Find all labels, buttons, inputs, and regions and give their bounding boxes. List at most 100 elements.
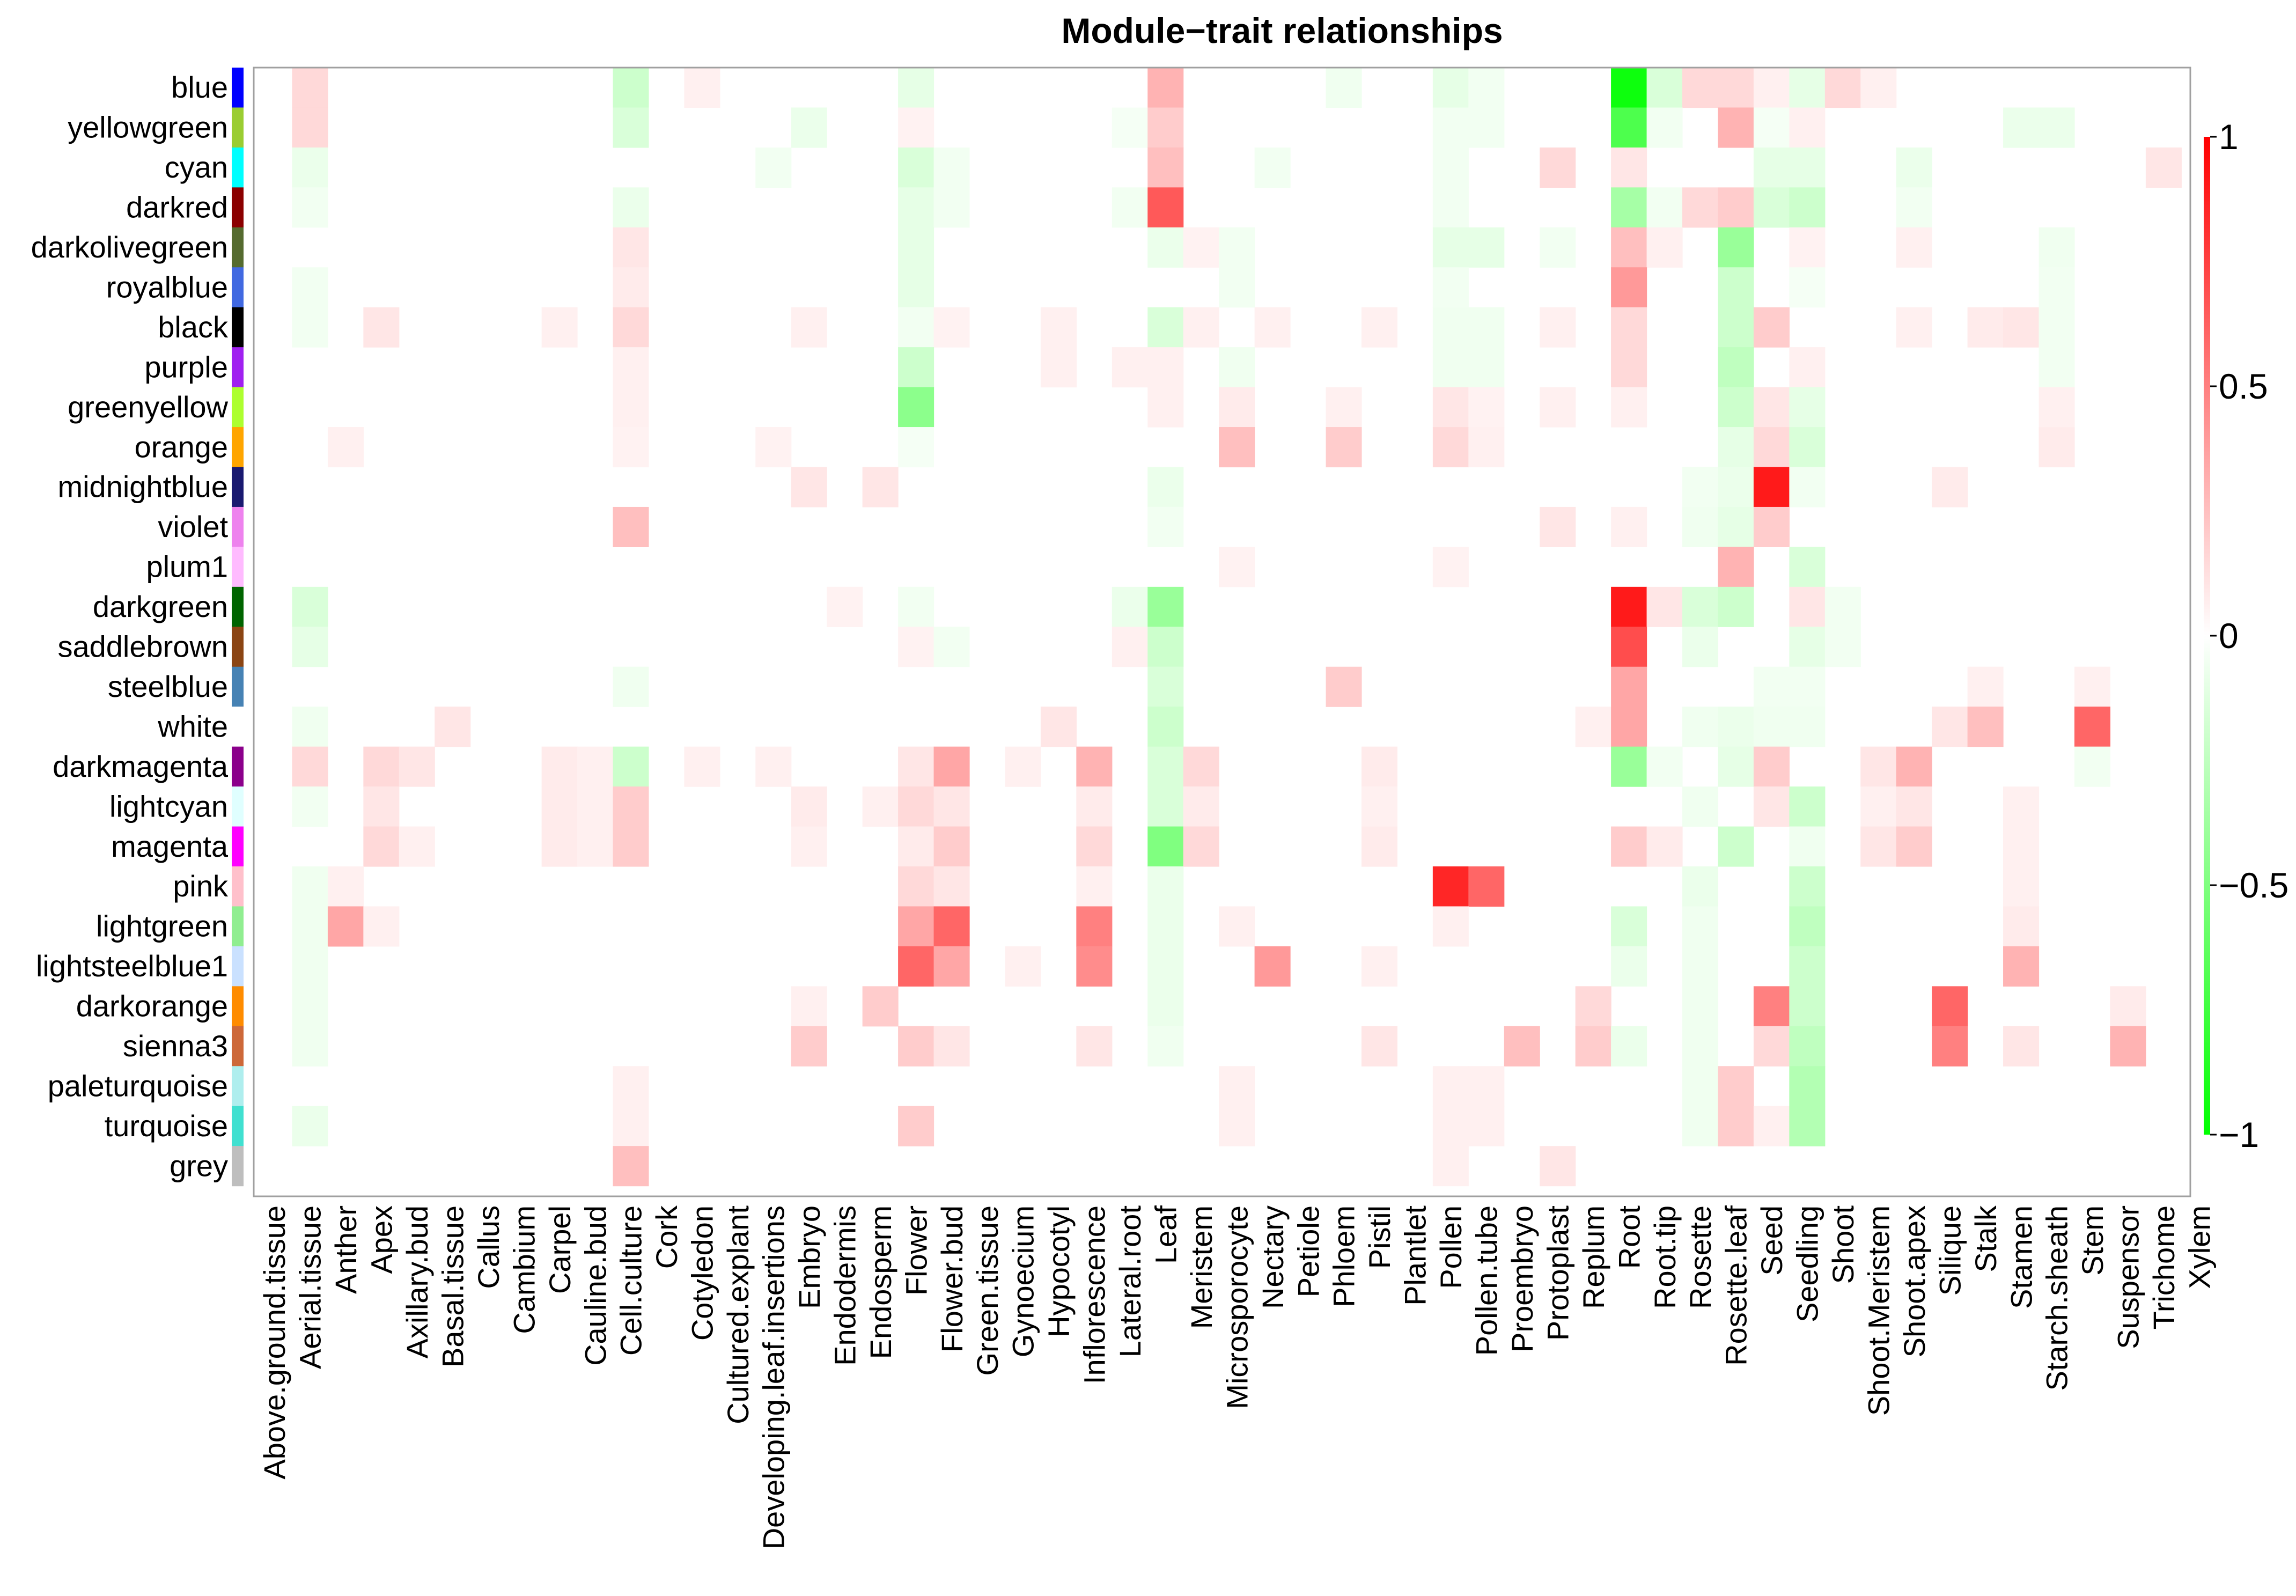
column-label-Replum: Replum — [1577, 1205, 1610, 1309]
column-label-Green.tissue: Green.tissue — [970, 1205, 1004, 1376]
heatmap-cell-darkolivegreen-Starch.sheath — [2039, 227, 2075, 268]
heatmap-cell-darkorange-Endosperm — [862, 986, 899, 1027]
column-label-Basal.tissue: Basal.tissue — [436, 1205, 469, 1367]
heatmap-cell-darkolivegreen-Shoot.apex — [1896, 227, 1932, 268]
heatmap-cell-darkmagenta-Developing.leaf.insertions — [755, 746, 792, 787]
heatmap-cell-black-Pollen.tube — [1468, 307, 1505, 348]
heatmap-cell-sienna3-Seedling — [1789, 1026, 1826, 1067]
heatmap-cell-cyan-Leaf — [1147, 147, 1184, 188]
row-label-pink: pink — [173, 869, 229, 903]
heatmap-cell-black-Apex — [363, 307, 400, 348]
color-scale-bar — [2204, 137, 2210, 1135]
heatmap-cell-darkred-Lateral.root — [1112, 187, 1148, 228]
heatmap-cell-darkmagenta-Seed — [1753, 746, 1790, 787]
heatmap-cell-sienna3-Leaf — [1147, 1026, 1184, 1067]
heatmap-cell-purple-Rosette.leaf — [1718, 347, 1754, 388]
column-label-Petiole: Petiole — [1291, 1205, 1325, 1297]
heatmap-cell-turquoise-Pollen.tube — [1468, 1106, 1505, 1146]
heatmap-cell-turquoise-Pollen — [1432, 1106, 1469, 1146]
heatmap-cell-darkolivegreen-Meristem — [1183, 227, 1219, 268]
heatmap-cell-midnightblue-Embryo — [791, 467, 827, 508]
heatmap-cell-yellowgreen-Pollen — [1432, 107, 1469, 148]
heatmap-cell-plum1-Rosette.leaf — [1718, 547, 1754, 587]
heatmap-cell-purple-Leaf — [1147, 347, 1184, 388]
heatmap-cell-darkred-Root — [1611, 187, 1647, 228]
heatmap-cell-saddlebrown-Seedling — [1789, 627, 1826, 667]
column-label-Rosette.leaf: Rosette.leaf — [1719, 1205, 1753, 1366]
heatmap-cell-lightcyan-Flower.bud — [933, 786, 970, 827]
heatmap-cell-lightsteelblue1-Root — [1611, 946, 1647, 987]
heatmap-cell-lightcyan-Cell.culture — [613, 786, 649, 827]
heatmap-cell-darkmagenta-Flower.bud — [933, 746, 970, 787]
module-swatch-plum1 — [232, 547, 244, 587]
chart-title: Module−trait relationships — [1061, 11, 1503, 50]
heatmap-cell-lightcyan-Cauline.bud — [577, 786, 614, 827]
column-label-Rosette: Rosette — [1683, 1205, 1717, 1309]
heatmap-cell-cyan-Seed — [1753, 147, 1790, 188]
heatmap-cell-black-Shoot.apex — [1896, 307, 1932, 348]
heatmap-cell-darkred-Flower — [898, 187, 934, 228]
heatmap-cell-paleturquoise-Cell.culture — [613, 1066, 649, 1107]
column-label-Silique: Silique — [1933, 1205, 1967, 1296]
heatmap-cell-blue-Root — [1611, 68, 1647, 108]
heatmap-cell-blue-Seedling — [1789, 68, 1826, 108]
heatmap-cell-blue-Root.tip — [1646, 68, 1683, 108]
heatmap-cell-orange-Flower — [898, 427, 934, 468]
heatmap-cell-darkmagenta-Flower — [898, 746, 934, 787]
heatmap-cell-violet-Leaf — [1147, 506, 1184, 547]
heatmap-cell-darkorange-Silique — [1932, 986, 1968, 1027]
module-swatch-paleturquoise — [232, 1066, 244, 1107]
module-swatch-cyan — [232, 147, 244, 188]
module-swatch-purple — [232, 347, 244, 388]
heatmap-cell-plum1-Seedling — [1789, 547, 1826, 587]
column-label-Plantlet: Plantlet — [1399, 1205, 1432, 1306]
heatmap-cell-purple-Starch.sheath — [2039, 347, 2075, 388]
heatmap-cell-lightcyan-Shoot.apex — [1896, 786, 1932, 827]
heatmap-cell-darkolivegreen-Microsporocyte — [1219, 227, 1255, 268]
heatmap-cell-lightgreen-Pollen — [1432, 906, 1469, 947]
heatmap-cell-grey-Protoplast — [1540, 1146, 1576, 1187]
column-label-Leaf: Leaf — [1149, 1205, 1182, 1264]
heatmap-cell-white-Silique — [1932, 707, 1968, 747]
column-label-Seedling: Seedling — [1791, 1205, 1824, 1322]
heatmap-cell-lightcyan-Seed — [1753, 786, 1790, 827]
heatmap-cell-darkorange-Suspensor — [2110, 986, 2146, 1027]
row-label-midnightblue: midnightblue — [57, 470, 228, 504]
heatmap-cell-magenta-Seedling — [1789, 826, 1826, 867]
heatmap-cell-pink-Aerial.tissue — [292, 866, 328, 907]
heatmap-cell-lightgreen-Stamen — [2003, 906, 2040, 947]
heatmap-cell-darkgreen-Rosette — [1682, 586, 1719, 627]
module-swatch-turquoise — [232, 1106, 244, 1146]
heatmap-cell-sienna3-Seed — [1753, 1026, 1790, 1067]
heatmap-cell-darkolivegreen-Flower — [898, 227, 934, 268]
heatmap-cell-darkmagenta-Stem — [2074, 746, 2110, 787]
heatmap-cell-royalblue-Starch.sheath — [2039, 267, 2075, 308]
heatmap-cell-steelblue-Root — [1611, 666, 1647, 707]
heatmap-cell-blue-Cell.culture — [613, 68, 649, 108]
heatmap-cell-sienna3-Replum — [1575, 1026, 1611, 1067]
heatmap-cell-yellowgreen-Seedling — [1789, 107, 1826, 148]
heatmap-cell-yellowgreen-Root.tip — [1646, 107, 1683, 148]
color-scale-tick-label: 0 — [2219, 616, 2239, 656]
row-label-turquoise: turquoise — [105, 1109, 228, 1143]
heatmap-cell-blue-Flower — [898, 68, 934, 108]
heatmap-cell-blue-Aerial.tissue — [292, 68, 328, 108]
heatmap-cell-paleturquoise-Rosette — [1682, 1066, 1719, 1107]
heatmap-cell-black-Protoplast — [1540, 307, 1576, 348]
heatmap-cell-black-Flower — [898, 307, 934, 348]
heatmap-cell-darkred-Leaf — [1147, 187, 1184, 228]
heatmap-cell-sienna3-Stamen — [2003, 1026, 2040, 1067]
heatmap-cell-white-Rosette.leaf — [1718, 707, 1754, 747]
heatmap-cell-blue-Shoot — [1824, 68, 1861, 108]
heatmap-cell-darkgreen-Aerial.tissue — [292, 586, 328, 627]
heatmap-cell-black-Hypocotyl — [1040, 307, 1077, 348]
module-color-bar — [232, 68, 244, 1187]
heatmap-cell-greenyellow-Pollen — [1432, 387, 1469, 428]
heatmap-cell-lightcyan-Aerial.tissue — [292, 786, 328, 827]
heatmap-cell-blue-Leaf — [1147, 68, 1184, 108]
heatmap-cell-pink-Flower — [898, 866, 934, 907]
heatmap-cell-darkgreen-Endodermis — [827, 586, 863, 627]
column-label-Cultured.explant: Cultured.explant — [721, 1205, 755, 1424]
heatmap-cell-lightsteelblue1-Inflorescence — [1076, 946, 1113, 987]
heatmap-cell-black-Seed — [1753, 307, 1790, 348]
